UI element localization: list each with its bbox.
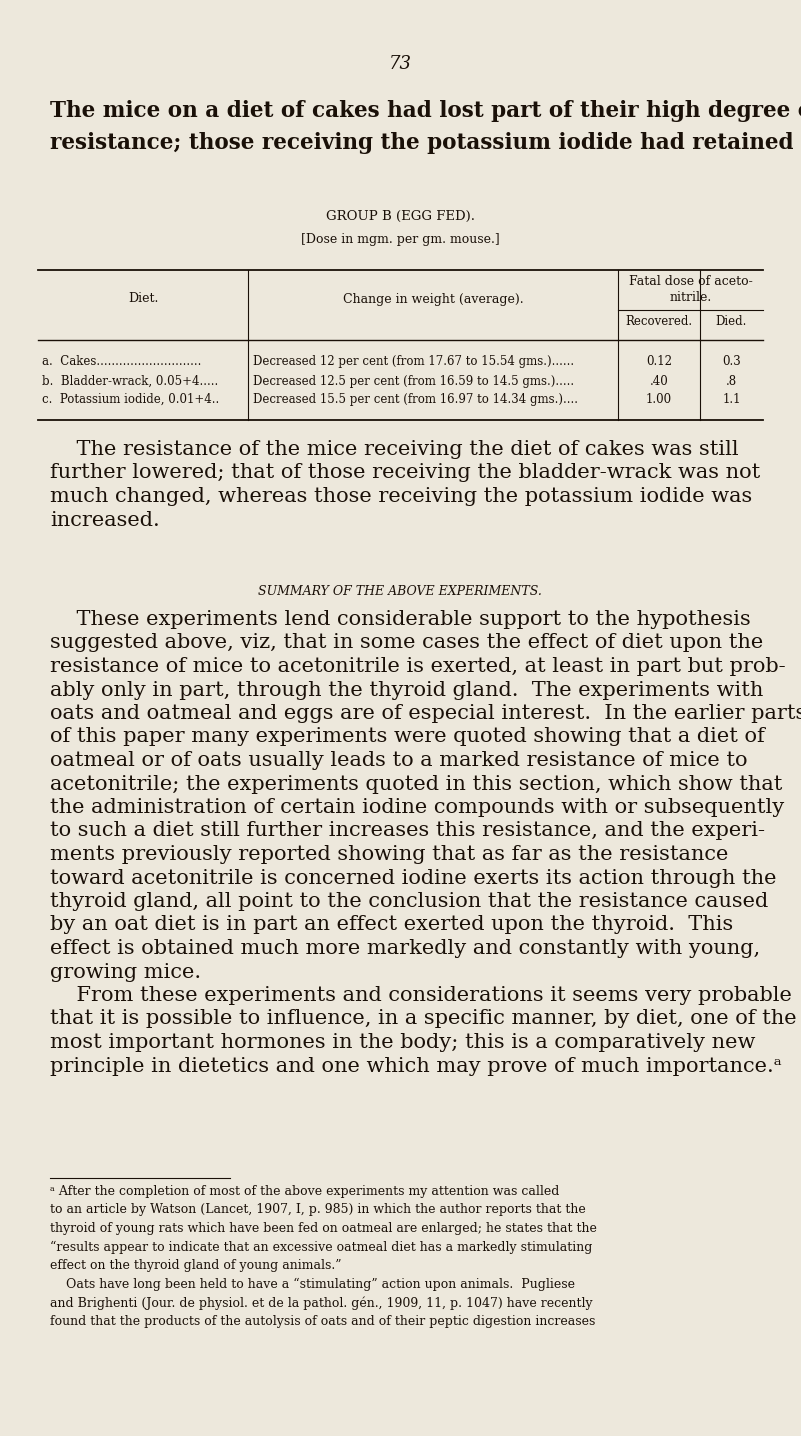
Text: ments previously reported showing that as far as the resistance: ments previously reported showing that a… — [50, 844, 728, 864]
Text: found that the products of the autolysis of oats and of their peptic digestion i: found that the products of the autolysis… — [50, 1314, 595, 1327]
Text: 0.12: 0.12 — [646, 355, 672, 368]
Text: Decreased 12.5 per cent (from 16.59 to 14.5 gms.).....: Decreased 12.5 per cent (from 16.59 to 1… — [253, 375, 574, 388]
Text: Recovered.: Recovered. — [626, 314, 693, 327]
Text: to such a diet still further increases this resistance, and the experi-: to such a diet still further increases t… — [50, 821, 765, 840]
Text: growing mice.: growing mice. — [50, 962, 201, 981]
Text: oatmeal or of oats usually leads to a marked resistance of mice to: oatmeal or of oats usually leads to a ma… — [50, 751, 747, 770]
Text: much changed, whereas those receiving the potassium iodide was: much changed, whereas those receiving th… — [50, 487, 752, 505]
Text: The resistance of the mice receiving the diet of cakes was still: The resistance of the mice receiving the… — [50, 439, 739, 460]
Text: From these experiments and considerations it seems very probable: From these experiments and consideration… — [50, 987, 792, 1005]
Text: “results appear to indicate that an excessive oatmeal diet has a markedly stimul: “results appear to indicate that an exce… — [50, 1241, 593, 1254]
Text: 73: 73 — [388, 55, 412, 73]
Text: Oats have long been held to have a “stimulating” action upon animals.  Pugliese: Oats have long been held to have a “stim… — [50, 1278, 575, 1291]
Text: acetonitrile; the experiments quoted in this section, which show that: acetonitrile; the experiments quoted in … — [50, 774, 783, 794]
Text: [Dose in mgm. per gm. mouse.]: [Dose in mgm. per gm. mouse.] — [300, 233, 499, 246]
Text: 1.1: 1.1 — [723, 393, 741, 406]
Text: Died.: Died. — [716, 314, 747, 327]
Text: thyroid of young rats which have been fed on oatmeal are enlarged; he states tha: thyroid of young rats which have been fe… — [50, 1222, 597, 1235]
Text: c.  Potassium iodide, 0.01+4..: c. Potassium iodide, 0.01+4.. — [42, 393, 219, 406]
Text: Change in weight (average).: Change in weight (average). — [343, 293, 523, 306]
Text: a.  Cakes............................: a. Cakes............................ — [42, 355, 201, 368]
Text: b.  Bladder-wrack, 0.05+4.....: b. Bladder-wrack, 0.05+4..... — [42, 375, 218, 388]
Text: and Brighenti (Jour. de physiol. et de la pathol. gén., 1909, 11, p. 1047) have : and Brighenti (Jour. de physiol. et de l… — [50, 1297, 593, 1310]
Text: further lowered; that of those receiving the bladder-wrack was not: further lowered; that of those receiving… — [50, 464, 760, 482]
Text: These experiments lend considerable support to the hypothesis: These experiments lend considerable supp… — [50, 610, 751, 629]
Text: Fatal dose of aceto-
nitrile.: Fatal dose of aceto- nitrile. — [629, 276, 752, 304]
Text: effect on the thyroid gland of young animals.”: effect on the thyroid gland of young ani… — [50, 1259, 341, 1272]
Text: most important hormones in the body; this is a comparatively new: most important hormones in the body; thi… — [50, 1032, 755, 1053]
Text: The mice on a diet of cakes had lost part of their high degree of: The mice on a diet of cakes had lost par… — [50, 101, 801, 122]
Text: thyroid gland, all point to the conclusion that the resistance caused: thyroid gland, all point to the conclusi… — [50, 892, 768, 910]
Text: ᵃ After the completion of most of the above experiments my attention was called: ᵃ After the completion of most of the ab… — [50, 1185, 559, 1198]
Text: effect is obtained much more markedly and constantly with young,: effect is obtained much more markedly an… — [50, 939, 760, 958]
Text: 1.00: 1.00 — [646, 393, 672, 406]
Text: suggested above, viz, that in some cases the effect of diet upon the: suggested above, viz, that in some cases… — [50, 633, 763, 652]
Text: by an oat diet is in part an effect exerted upon the thyroid.  This: by an oat diet is in part an effect exer… — [50, 916, 733, 935]
Text: resistance of mice to acetonitrile is exerted, at least in part but prob-: resistance of mice to acetonitrile is ex… — [50, 658, 786, 676]
Text: principle in dietetics and one which may prove of much importance.ᵃ: principle in dietetics and one which may… — [50, 1057, 782, 1076]
Text: oats and oatmeal and eggs are of especial interest.  In the earlier parts: oats and oatmeal and eggs are of especia… — [50, 704, 801, 722]
Text: the administration of certain iodine compounds with or subsequently: the administration of certain iodine com… — [50, 798, 784, 817]
Text: that it is possible to influence, in a specific manner, by diet, one of the: that it is possible to influence, in a s… — [50, 1010, 797, 1028]
Text: Decreased 15.5 per cent (from 16.97 to 14.34 gms.)....: Decreased 15.5 per cent (from 16.97 to 1… — [253, 393, 578, 406]
Text: GROUP B (EGG FED).: GROUP B (EGG FED). — [325, 210, 474, 223]
Text: increased.: increased. — [50, 511, 159, 530]
Text: to an article by Watson (Lancet, 1907, I, p. 985) in which the author reports th: to an article by Watson (Lancet, 1907, I… — [50, 1203, 586, 1216]
Text: ably only in part, through the thyroid gland.  The experiments with: ably only in part, through the thyroid g… — [50, 681, 763, 699]
Text: Decreased 12 per cent (from 17.67 to 15.54 gms.)......: Decreased 12 per cent (from 17.67 to 15.… — [253, 355, 574, 368]
Text: 0.3: 0.3 — [723, 355, 741, 368]
Text: Diet.: Diet. — [128, 293, 158, 306]
Text: .40: .40 — [650, 375, 668, 388]
Text: of this paper many experiments were quoted showing that a diet of: of this paper many experiments were quot… — [50, 728, 765, 747]
Text: resistance; those receiving the potassium iodide had retained it.: resistance; those receiving the potassiu… — [50, 132, 801, 154]
Text: toward acetonitrile is concerned iodine exerts its action through the: toward acetonitrile is concerned iodine … — [50, 869, 776, 887]
Text: .8: .8 — [726, 375, 737, 388]
Text: SUMMARY OF THE ABOVE EXPERIMENTS.: SUMMARY OF THE ABOVE EXPERIMENTS. — [258, 584, 542, 597]
